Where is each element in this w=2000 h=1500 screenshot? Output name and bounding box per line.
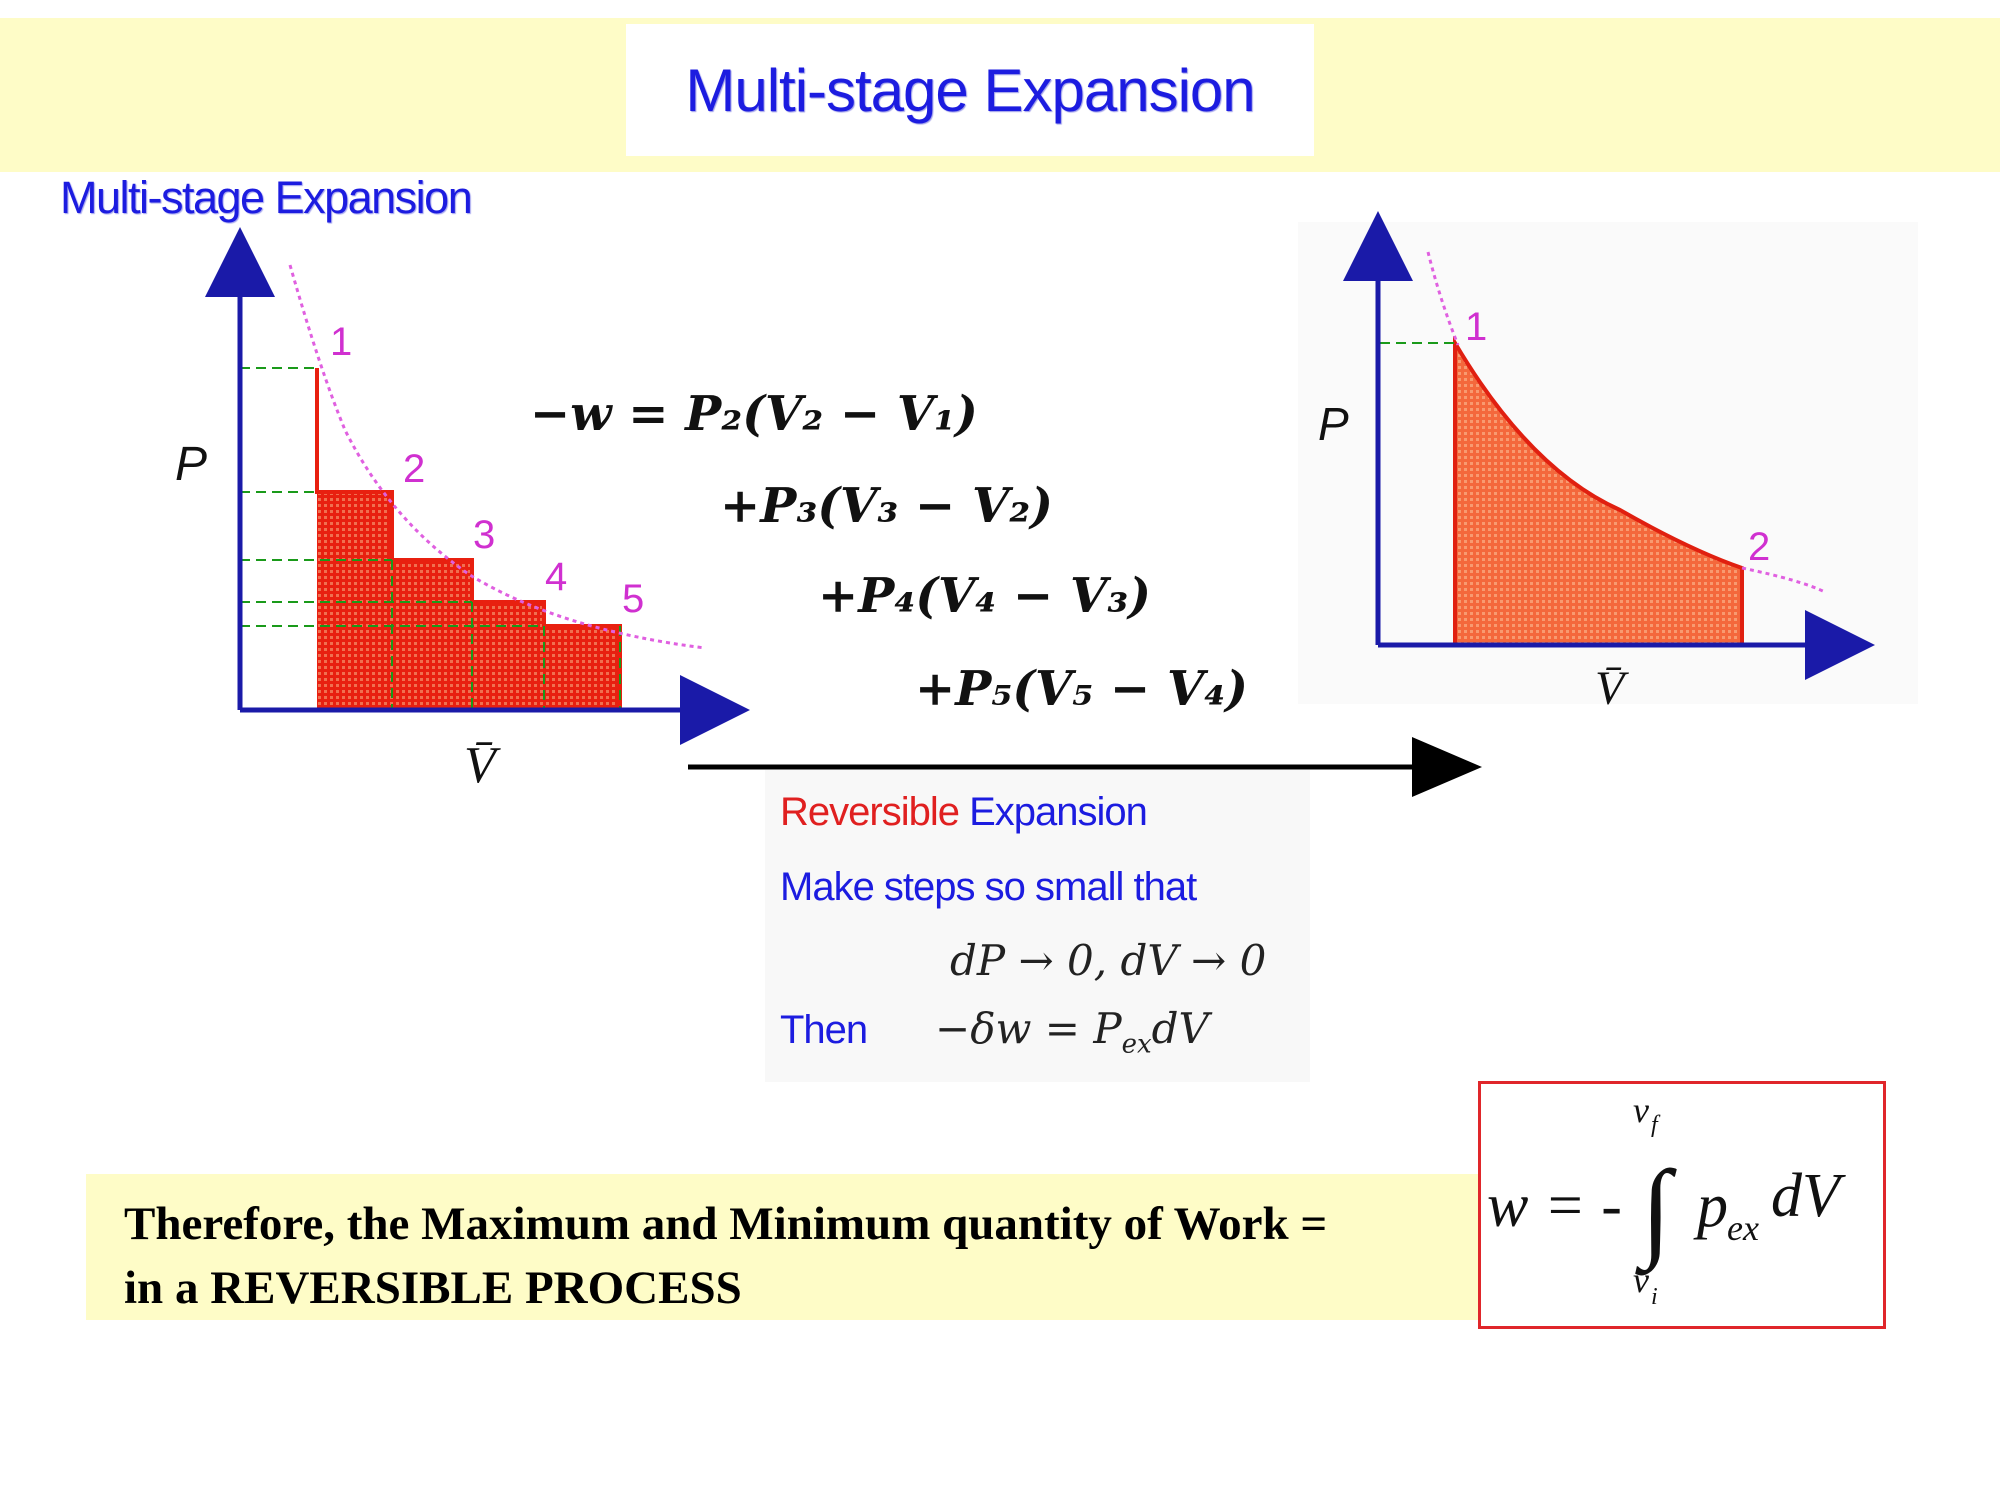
- conclusion-line-1: Therefore, the Maximum and Minimum quant…: [124, 1198, 1328, 1250]
- limit-condition: dP → 0, dV → 0: [950, 936, 1267, 985]
- reversible-work-area: [1453, 335, 1744, 647]
- stage-label-1: 1: [330, 320, 352, 364]
- pressure-guides: [240, 367, 621, 710]
- integrand: p: [1693, 1172, 1728, 1240]
- reversible-title: Reversible Expansion: [780, 790, 1148, 835]
- step-area-4: [472, 602, 544, 710]
- stage-label-3: 3: [473, 513, 495, 557]
- work-eq-line-1: −w = P₂(V₂ − V₁): [530, 386, 978, 442]
- isotherm-curve: [1426, 251, 1826, 594]
- isotherm-curve: [288, 264, 706, 650]
- integrand-sub: ex: [1727, 1208, 1759, 1248]
- work-integral: w = - v f ∫ v i p ex dV: [1487, 1090, 1846, 1310]
- left-diagram-subtitle: Multi-stage Expansion: [60, 172, 473, 223]
- page-title: Multi-stage Expansion: [685, 56, 1255, 124]
- reversible-title-blue: Expansion: [958, 790, 1148, 834]
- left-diagram: P V̄ 1 2 3 4 5: [175, 227, 750, 794]
- conclusion-text: Therefore, the Maximum and Minimum quant…: [124, 1192, 1327, 1320]
- integral-lhs: w = -: [1487, 1172, 1622, 1240]
- upper-limit-sub: f: [1651, 1112, 1661, 1138]
- reversible-title-red: Reversible: [780, 790, 960, 834]
- lower-limit-sub: i: [1651, 1284, 1658, 1310]
- differential-work-end: dV: [1151, 1004, 1209, 1053]
- point-label-2: 2: [1748, 525, 1770, 569]
- differential: dV: [1771, 1162, 1846, 1230]
- integral-sign: ∫: [1635, 1148, 1677, 1276]
- reversible-panel: [765, 770, 1310, 1082]
- right-diagram: P V̄ 1 2: [1298, 211, 1918, 715]
- work-integral-box: w = - v f ∫ v i p ex dV: [1478, 1081, 1886, 1329]
- conclusion-box: [86, 1174, 1486, 1320]
- differential-work-lhs: −δw = P: [935, 1004, 1122, 1053]
- title-box: Multi-stage Expansion: [626, 24, 1314, 156]
- then-label: Then: [780, 1008, 868, 1052]
- reversible-description: Make steps so small that: [780, 865, 1197, 909]
- step-path: [315, 368, 622, 710]
- work-eq-line-2: +P₃(V₃ − V₂): [720, 478, 1053, 534]
- x-axis-label: V̄: [1595, 662, 1629, 715]
- x-axis-label: V̄: [464, 737, 501, 794]
- differential-work-sub: ex: [1121, 1029, 1152, 1060]
- work-eq-line-3: +P₄(V₄ − V₃): [818, 568, 1151, 624]
- point-label-1: 1: [1465, 305, 1487, 349]
- stage-label-4: 4: [545, 555, 567, 599]
- conclusion-line-2: in a REVERSIBLE PROCESS: [124, 1262, 742, 1314]
- y-axis-label: P: [1318, 398, 1349, 450]
- differential-work-eq: −δw = PexdV: [935, 1004, 1209, 1059]
- lower-limit: v: [1633, 1260, 1649, 1300]
- step-area-5: [544, 626, 620, 710]
- y-axis-label: P: [175, 438, 207, 491]
- stage-label-2: 2: [403, 447, 425, 491]
- work-equation: −w = P₂(V₂ − V₁) +P₃(V₃ − V₂) +P₄(V₄ − V…: [530, 386, 1248, 717]
- upper-limit: v: [1633, 1090, 1649, 1130]
- work-eq-line-4: +P₅(V₅ − V₄): [915, 661, 1248, 717]
- stage-label-5: 5: [622, 577, 644, 621]
- step-area-3: [392, 560, 472, 710]
